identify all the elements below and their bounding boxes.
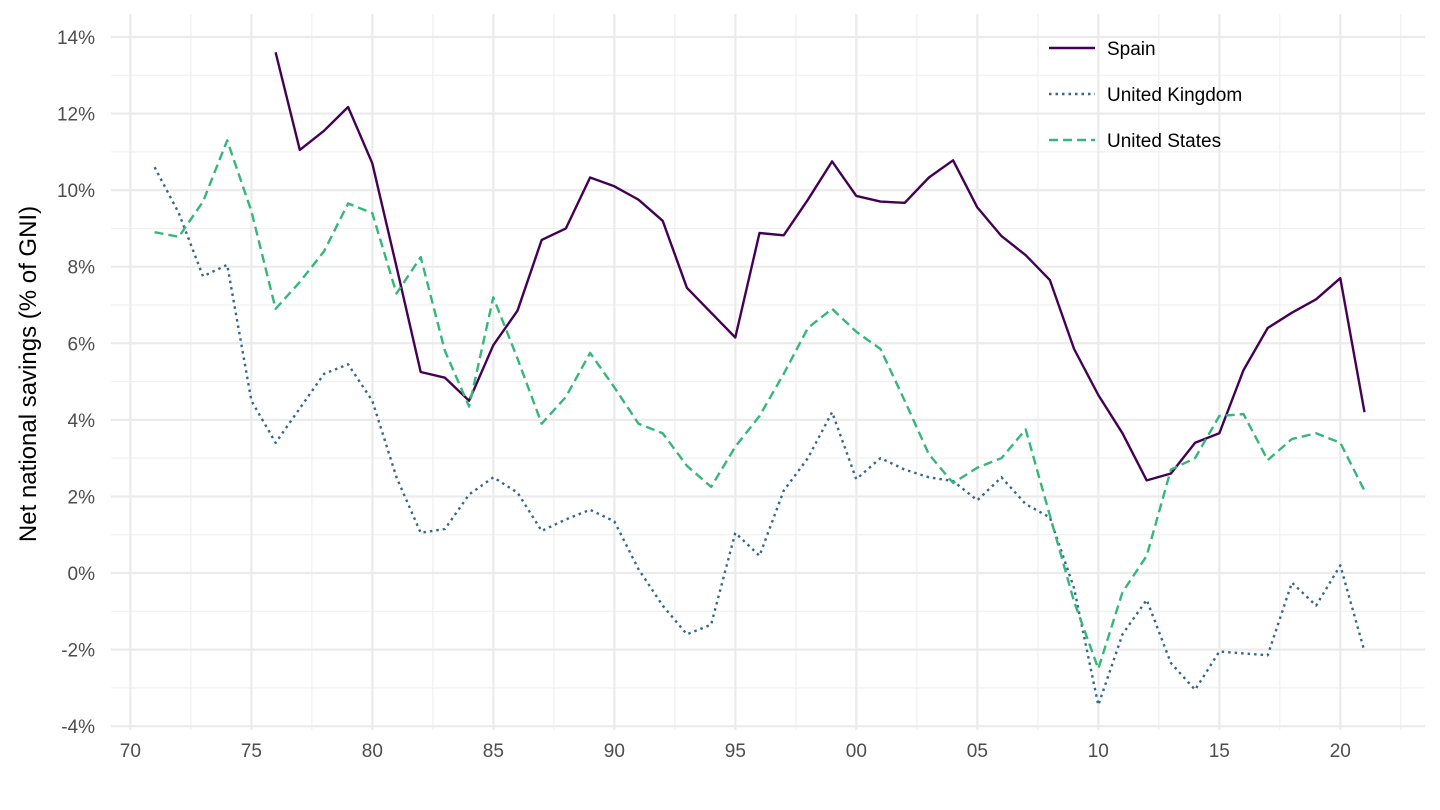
x-tick-label: 85 xyxy=(483,741,504,762)
x-tick-label: 20 xyxy=(1330,741,1351,762)
x-tick-label: 15 xyxy=(1209,741,1230,762)
y-tick-label: -2% xyxy=(61,641,95,662)
x-tick-label: 75 xyxy=(241,741,262,762)
y-tick-label: 14% xyxy=(57,28,95,49)
minor-gridlines xyxy=(111,14,1425,730)
y-tick-label: 12% xyxy=(57,105,95,126)
legend-label-united-states: United States xyxy=(1107,131,1221,152)
legend-label-united-kingdom: United Kingdom xyxy=(1107,85,1242,106)
series-line-united-states xyxy=(154,139,1366,670)
x-tick-label: 00 xyxy=(846,741,867,762)
y-tick-label: 0% xyxy=(68,564,96,585)
y-axis-tick-labels: -4% -2% 0% 2% 4% 6% 8% 10% 12% 14% xyxy=(57,28,95,738)
x-tick-label: 80 xyxy=(362,741,383,762)
y-axis-title: Net national savings (% of GNI) xyxy=(15,206,42,542)
legend: Spain United Kingdom United States xyxy=(1049,39,1242,152)
y-tick-label: 2% xyxy=(68,487,96,508)
x-tick-label: 90 xyxy=(604,741,625,762)
series-line-united-kingdom xyxy=(153,166,1366,707)
y-tick-label: 10% xyxy=(57,181,95,202)
x-tick-label: 70 xyxy=(120,741,141,762)
y-tick-label: 8% xyxy=(68,258,96,279)
x-tick-label: 95 xyxy=(725,741,746,762)
series-lines xyxy=(153,52,1366,707)
y-tick-label: 4% xyxy=(68,411,96,432)
series-line-spain xyxy=(274,52,1366,482)
legend-label-spain: Spain xyxy=(1107,39,1156,60)
x-tick-label: 10 xyxy=(1088,741,1109,762)
y-tick-label: -4% xyxy=(61,717,95,738)
major-gridlines xyxy=(111,14,1425,730)
x-tick-label: 05 xyxy=(967,741,988,762)
x-axis-tick-labels: 70 75 80 85 90 95 00 05 10 15 20 xyxy=(120,741,1351,762)
y-tick-label: 6% xyxy=(68,334,96,355)
